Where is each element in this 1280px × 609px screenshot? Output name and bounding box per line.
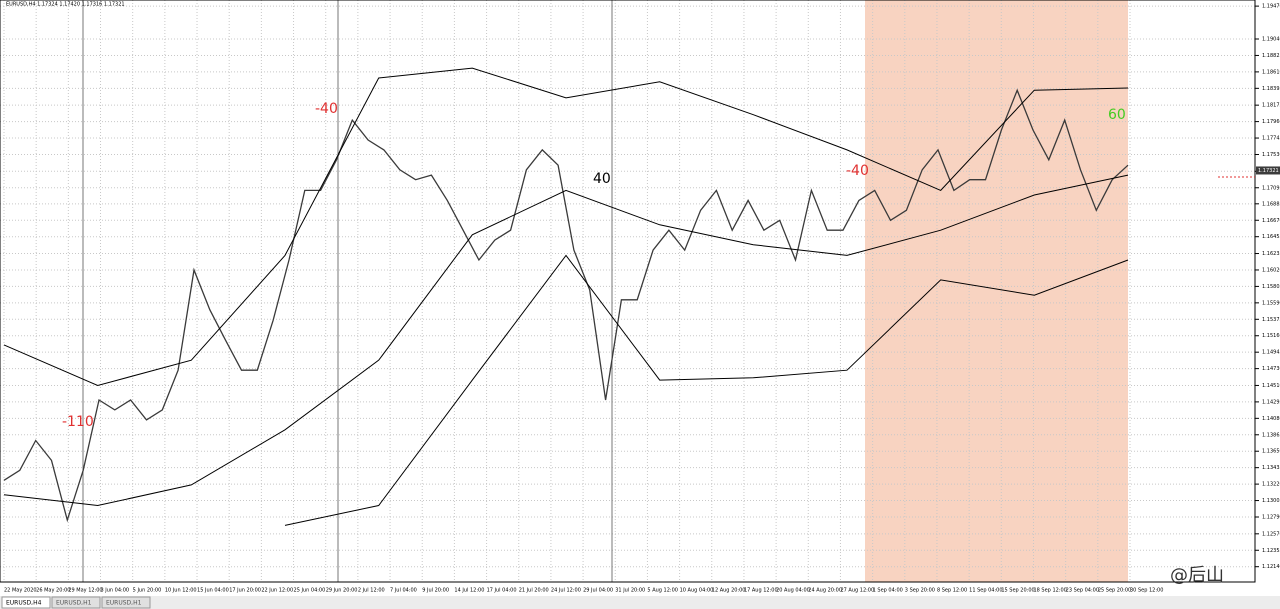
tab-label[interactable]: EURUSD,H1 [106,600,142,607]
x-tick-label: 25 Sep 20:00 [1098,588,1131,594]
y-tick-label: 1.16455 [1262,234,1280,240]
x-tick-label: 27 Aug 12:00 [840,588,874,594]
y-tick-label: 1.12570 [1262,531,1280,537]
chart-frame [0,0,1256,583]
x-tick-label: 12 Aug 20:00 [712,588,746,594]
chart-header: EURUSD,H4 1.17324 1.17420 1.17316 1.1732… [6,2,125,8]
x-tick-label: 1 Sep 04:00 [873,588,903,594]
y-tick-label: 1.12140 [1262,564,1280,570]
tab-label[interactable]: EURUSD,H4 [6,600,42,607]
y-tick-label: 1.17960 [1262,119,1280,125]
y-tick-label: 1.15590 [1262,300,1280,306]
x-tick-label: 8 Sep 12:00 [937,588,967,594]
annotation: -40 [315,101,338,117]
x-tick-label: 14 Jul 12:00 [454,588,484,594]
annotation: 40 [593,171,611,187]
x-tick-label: 11 Sep 04:00 [969,588,1002,594]
x-tick-label: 5 Jun 20:00 [133,588,162,594]
x-tick-label: 15 Jun 04:00 [197,588,229,594]
x-tick-label: 22 Jun 12:00 [261,588,293,594]
x-tick-label: 5 Aug 12:00 [647,588,678,594]
y-tick-label: 1.16885 [1262,201,1280,207]
x-tick-label: 21 Jul 20:00 [519,588,549,594]
x-tick-label: 24 Aug 20:00 [808,588,842,594]
y-tick-label: 1.14295 [1262,399,1280,405]
y-tick-label: 1.14510 [1262,383,1280,389]
x-tick-label: 25 Jun 04:00 [294,588,326,594]
y-tick-label: 1.16020 [1262,267,1280,273]
y-tick-label: 1.16670 [1262,218,1280,224]
x-tick-label: 24 Jul 12:00 [551,588,581,594]
plot [3,67,1129,526]
y-tick-label: 1.15805 [1262,284,1280,290]
tabs: EURUSD,H4 EURUSD,H1 EURUSD,H1 [1,596,151,609]
x-tick-label: 31 Jul 20:00 [615,588,645,594]
y-tick-label: 1.15375 [1262,317,1280,323]
x-tick-label: 7 Jul 04:00 [390,588,417,594]
x-tick-label: 17 Jul 04:00 [487,588,517,594]
price-tag-label: 1.17321 [1258,168,1279,174]
y-tick-label: 1.19470 [1262,4,1280,10]
highlight-zone [865,0,1128,582]
band-line [3,174,1129,507]
y-tick-label: 1.15160 [1262,333,1280,339]
price-line [3,88,1129,523]
x-tick-label: 3 Jun 04:00 [101,588,130,594]
y-tick-label: 1.16235 [1262,251,1280,257]
x-tick-label: 15 Sep 20:00 [1001,588,1034,594]
x-tick-label: 29 Jul 04:00 [583,588,613,594]
y-tick-label: 1.12790 [1262,514,1280,520]
y-tick-label: 1.17095 [1262,185,1280,191]
y-tick-label: 1.18395 [1262,86,1280,92]
grid [0,0,1255,582]
x-tick-label: 29 Jun 20:00 [326,588,358,594]
annotation: -110 [62,414,94,430]
y-tick-label: 1.13005 [1262,498,1280,504]
tab-bar [0,596,1280,609]
y-tick-label: 1.19040 [1262,37,1280,43]
x-tick-label: 26 May 20:00 [36,588,70,594]
y-tick-label: 1.13220 [1262,482,1280,488]
y-tick-label: 1.17745 [1262,136,1280,142]
x-tick-label: 3 Sep 20:00 [905,588,935,594]
x-tick-label: 10 Aug 04:00 [680,588,714,594]
annotation: -40 [846,163,869,179]
x-tick-label: 2 Jul 12:00 [358,588,385,594]
y-tick-label: 1.12355 [1262,548,1280,554]
y-tick-label: 1.18610 [1262,69,1280,75]
y-tick-label: 1.13865 [1262,432,1280,438]
x-tick-label: 30 Sep 12:00 [1130,588,1163,594]
x-tick-label: 22 May 2020 [4,588,37,594]
y-tick-label: 1.18175 [1262,103,1280,109]
y-tick-label: 1.13650 [1262,449,1280,455]
price-tag [1256,166,1280,175]
y-tick-label: 1.13435 [1262,465,1280,471]
tab[interactable] [51,596,101,609]
x-tick-label: 17 Aug 12:00 [744,588,778,594]
x-tick-label: 17 Jun 20:00 [229,588,261,594]
y-tick-label: 1.14945 [1262,350,1280,356]
watermark: @后山 [1170,565,1224,586]
tab[interactable] [1,596,51,609]
y-tick-label: 1.17530 [1262,152,1280,158]
x-tick-label: 9 Jul 20:00 [422,588,449,594]
annotation: 60 [1108,107,1126,123]
x-tick-label: 23 Sep 04:00 [1066,588,1099,594]
x-tick-label: 10 Jun 12:00 [165,588,197,594]
x-tick-label: 29 May 12:00 [68,588,102,594]
y-tick-label: 1.14080 [1262,416,1280,422]
x-tick-label: 20 Aug 04:00 [776,588,810,594]
y-tick-label: 1.18825 [1262,53,1280,59]
band-line [284,254,1129,526]
x-tick-label: 18 Sep 12:00 [1033,588,1066,594]
tab-label[interactable]: EURUSD,H1 [56,600,92,607]
band-line [3,67,1129,387]
tab[interactable] [101,596,151,609]
y-tick-label: 1.14730 [1262,366,1280,372]
